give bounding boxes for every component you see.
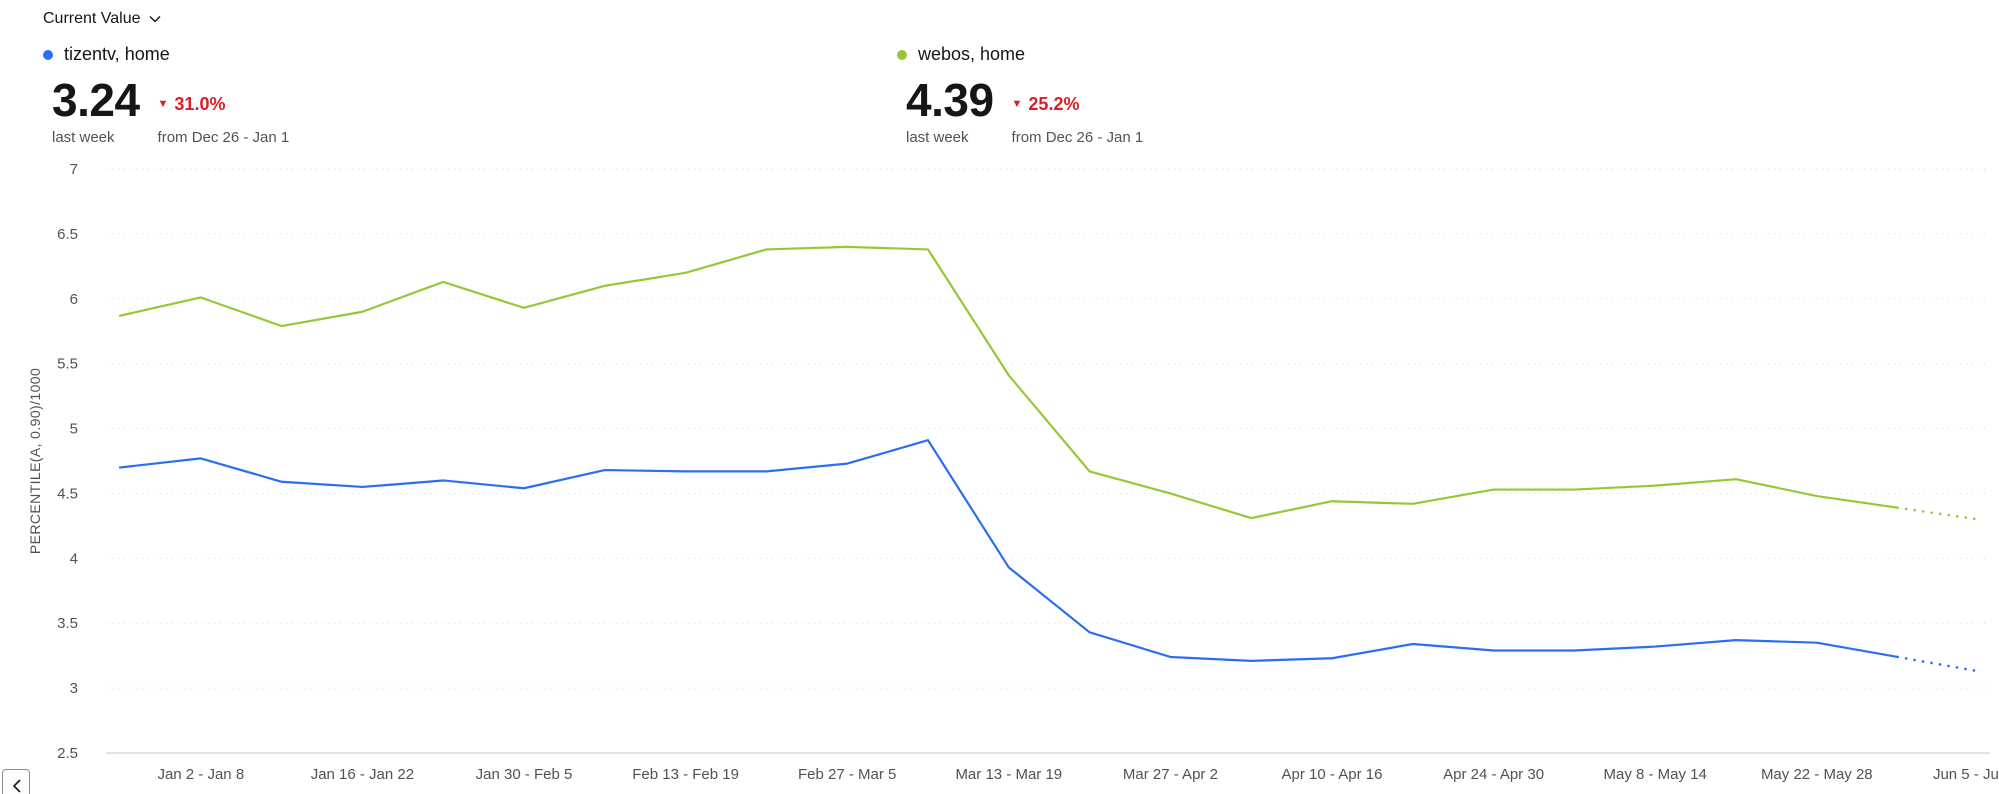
y-tick-label: 6 xyxy=(70,291,78,308)
y-tick-label: 2.5 xyxy=(57,745,78,762)
change-percent: 31.0% xyxy=(174,93,226,114)
metric-block: 3.24 last week ▼ 31.0% from Dec 26 - Jan… xyxy=(52,77,289,146)
legend-item[interactable]: webos, home xyxy=(897,44,1143,65)
legend-dot xyxy=(897,49,907,60)
y-tick-label: 7 xyxy=(70,161,78,178)
y-tick-label: 4.5 xyxy=(57,485,78,502)
legend-item[interactable]: tizentv, home xyxy=(43,44,289,65)
x-tick-label: Jan 30 - Feb 5 xyxy=(476,766,573,783)
chart-area: 2.5 3 3.5 4 4.5 5 5.5 6 6.5 7 PERCENTILE(A, 0.90)/… xyxy=(0,140,1999,794)
legend-label: webos, home xyxy=(918,44,1026,64)
change-column: ▼ 31.0% from Dec 26 - Jan 1 xyxy=(158,94,290,146)
series-card-webos: webos, home 4.39 last week ▼ 25.2% from … xyxy=(897,44,1143,146)
metric-block: 4.39 last week ▼ 25.2% from Dec 26 - Jan… xyxy=(906,77,1143,146)
scroll-left-button[interactable] xyxy=(2,769,30,794)
y-tick-label: 4 xyxy=(70,550,78,567)
chevron-down-icon xyxy=(149,16,161,23)
current-value: 3.24 xyxy=(52,74,140,126)
change-row: ▼ 31.0% xyxy=(158,94,290,115)
y-axis-title: PERCENTILE(A, 0.90)/1000 xyxy=(27,368,43,554)
metric-selector[interactable]: Current Value xyxy=(43,10,161,28)
x-tick-label: Jun 5 - Jun ... xyxy=(1933,766,1999,783)
legend-label: tizentv, home xyxy=(64,44,170,64)
x-tick-label: Jan 16 - Jan 22 xyxy=(311,766,414,783)
trend-chart[interactable]: 2.5 3 3.5 4 4.5 5 5.5 6 6.5 7 PERCENTILE(A, 0.90)/… xyxy=(0,140,1999,794)
value-caption: last week xyxy=(906,128,969,146)
change-percent: 25.2% xyxy=(1028,93,1080,114)
series-line-webos xyxy=(118,245,1899,520)
x-tick-label: May 8 - May 14 xyxy=(1604,766,1707,783)
x-tick-label: Feb 27 - Mar 5 xyxy=(798,766,896,783)
triangle-down-icon: ▼ xyxy=(157,97,169,110)
x-tick-label: Mar 27 - Apr 2 xyxy=(1123,766,1218,783)
change-caption: from Dec 26 - Jan 1 xyxy=(1011,128,1144,146)
x-tick-label: Jan 2 - Jan 8 xyxy=(157,766,244,783)
x-tick-label: Mar 13 - Mar 19 xyxy=(955,766,1062,783)
series-dotted-tail-tizentv xyxy=(1896,655,1980,673)
y-tick-label: 5 xyxy=(70,421,78,438)
y-tick-label: 6.5 xyxy=(57,226,78,243)
triangle-down-icon: ▼ xyxy=(1011,97,1023,110)
legend-dot xyxy=(43,49,53,60)
y-tick-label: 5.5 xyxy=(57,356,78,373)
y-tick-label: 3.5 xyxy=(57,615,78,632)
series-card-tizentv: tizentv, home 3.24 last week ▼ 31.0% fro… xyxy=(43,44,289,146)
change-column: ▼ 25.2% from Dec 26 - Jan 1 xyxy=(1012,94,1144,146)
change-caption: from Dec 26 - Jan 1 xyxy=(157,128,290,146)
value-caption: last week xyxy=(52,128,115,146)
y-tick-label: 3 xyxy=(70,680,78,697)
x-tick-label: Apr 24 - Apr 30 xyxy=(1443,766,1544,783)
x-tick-label: Apr 10 - Apr 16 xyxy=(1282,766,1383,783)
chevron-left-icon xyxy=(12,779,21,793)
value-column: 3.24 last week xyxy=(52,77,140,146)
x-tick-label: May 22 - May 28 xyxy=(1761,766,1873,783)
metric-selector-label: Current Value xyxy=(43,10,141,27)
value-column: 4.39 last week xyxy=(906,77,994,146)
series-dotted-tail-webos xyxy=(1896,506,1980,521)
change-row: ▼ 25.2% xyxy=(1012,94,1144,115)
current-value: 4.39 xyxy=(906,74,994,126)
x-tick-label: Feb 13 - Feb 19 xyxy=(632,766,739,783)
series-line-tizentv xyxy=(118,439,1899,662)
